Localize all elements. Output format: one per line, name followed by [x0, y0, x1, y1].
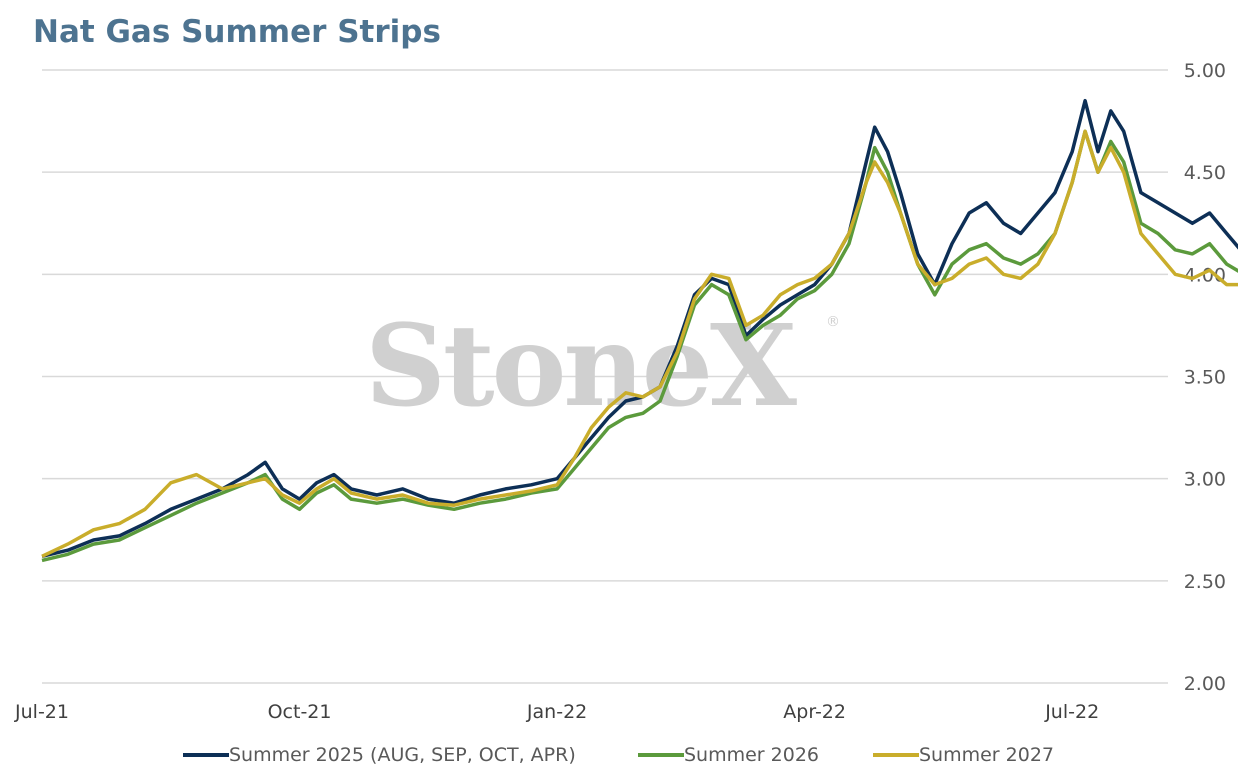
x-tick-label: Oct-21	[268, 701, 332, 723]
chart-title: Nat Gas Summer Strips	[33, 14, 441, 50]
legend-swatch-summer-2025	[183, 753, 229, 757]
y-axis-ticks: 5.00 4.50 4.00 3.50 3.00 2.50 2.00	[1184, 60, 1226, 695]
legend-item-summer-2025: Summer 2025 (AUG, SEP, OCT, APR)	[183, 740, 576, 770]
y-tick-label: 4.50	[1184, 162, 1226, 184]
legend-item-summer-2026: Summer 2026	[638, 740, 819, 770]
y-tick-label: 3.00	[1184, 469, 1226, 491]
y-tick-label: 5.00	[1184, 60, 1226, 82]
series-lines	[41, 98, 1238, 563]
series-line-summer-2026	[41, 129, 1238, 563]
y-tick-label: 2.50	[1184, 571, 1226, 593]
y-tick-label: 2.00	[1184, 673, 1226, 695]
legend-label-summer-2027: Summer 2027	[919, 744, 1055, 766]
legend: Summer 2025 (AUG, SEP, OCT, APR) Summer …	[0, 740, 1238, 770]
watermark-registered-mark: ®	[826, 314, 840, 330]
legend-item-summer-2027: Summer 2027	[873, 740, 1054, 770]
series-line-summer-2025	[41, 98, 1238, 559]
chart-area: StoneX ® 5.00 4.50 4.00 3.50 3.00 2.50 2.00 Ju…	[14, 60, 1238, 723]
x-tick-label: Jul-22	[1044, 701, 1099, 723]
y-tick-label: 3.50	[1184, 367, 1226, 389]
legend-swatch-summer-2026	[638, 753, 684, 757]
x-tick-label: Jul-21	[14, 701, 69, 723]
x-axis-ticks: Jul-21Oct-21Jan-22Apr-22Jul-22Oct-22Jan-…	[14, 701, 1099, 723]
watermark-text: StoneX	[365, 301, 797, 432]
x-tick-label: Apr-22	[783, 701, 846, 723]
legend-label-summer-2025: Summer 2025 (AUG, SEP, OCT, APR)	[229, 744, 576, 766]
legend-label-summer-2026: Summer 2026	[684, 744, 820, 766]
watermark: StoneX ®	[365, 301, 840, 432]
series-line-summer-2027	[41, 129, 1238, 558]
x-tick-label: Jan-22	[526, 701, 587, 723]
gridlines	[42, 69, 1168, 684]
legend-swatch-summer-2027	[873, 753, 919, 757]
y-tick-label: 4.00	[1184, 264, 1226, 286]
